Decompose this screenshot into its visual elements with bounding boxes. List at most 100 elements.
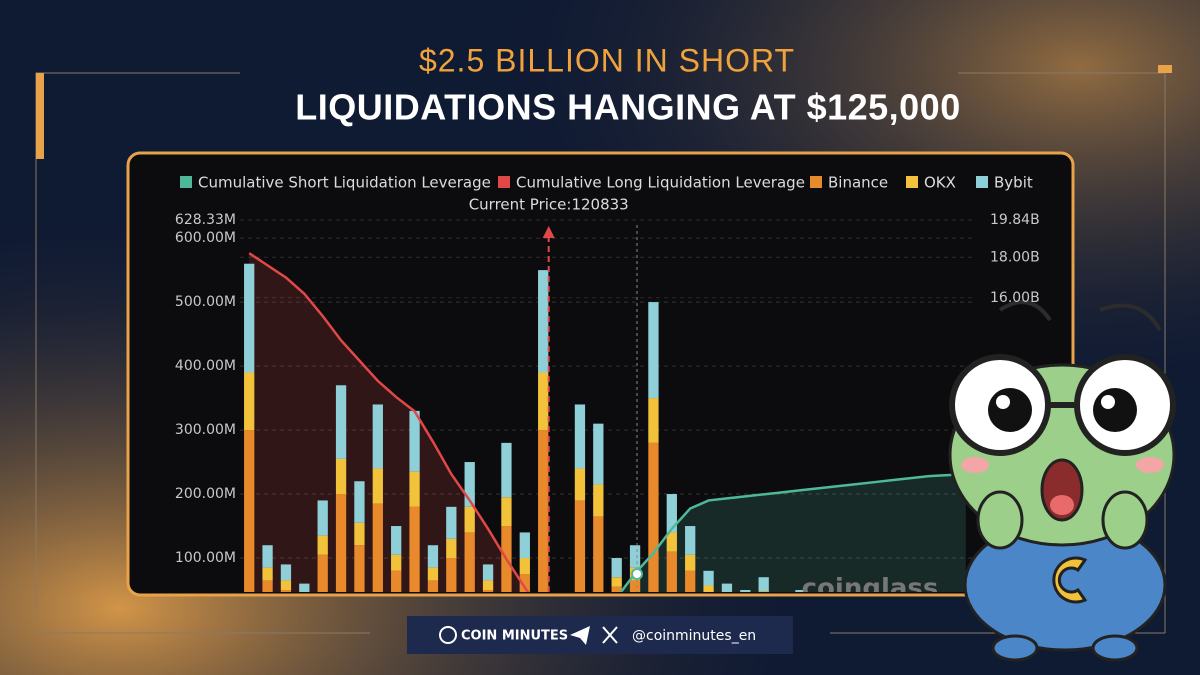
bar-segment [317,500,328,536]
bar-segment [391,554,402,571]
bar-segment [280,580,292,591]
footer-handle: @coinminutes_en [632,628,756,644]
bar-segment [354,522,365,546]
bar-segment [795,590,806,592]
y-tick-label: 200.00M [175,486,236,502]
bar-segment [409,506,420,592]
bar-segment [758,591,769,592]
bar-segment [574,500,586,592]
legend-label: Bybit [994,174,1033,192]
brand-logo [439,626,457,644]
bar-segment [354,545,365,592]
y-tick-label: 300.00M [175,422,236,438]
bar-segment [244,372,255,431]
legend-swatch [906,176,918,188]
watermark: coinglass [802,574,939,604]
bar-segment [446,538,457,559]
bar-segment [593,516,604,592]
bar-segment [464,532,475,592]
bar-segment [519,532,530,559]
bar-segment [482,590,494,592]
footer-brand: COIN MINUTES [461,629,568,644]
bar-segment [299,583,310,592]
bar-segment [703,585,714,592]
y-tick-label: 100.00M [175,550,236,566]
bar-segment [703,570,714,586]
bar-segment [372,404,383,469]
bar-segment [648,398,659,443]
legend-label: Cumulative Short Liquidation Leverage [198,174,491,192]
bar-segment [629,545,641,568]
legend-swatch [498,176,510,188]
telegram-icon[interactable] [570,626,590,645]
bar-segment [335,458,347,495]
bar-segment [574,468,586,501]
bar-segment [317,554,328,592]
bar-segment [446,506,457,539]
bar-segment [391,526,402,555]
bar-segment [666,532,677,552]
legend-swatch [180,176,192,188]
bar-segment [648,442,659,592]
bar-segment [740,590,751,592]
bar-segment [354,481,365,523]
bar-segment [335,385,347,459]
bar-segment [464,462,475,507]
plot: coinglass [240,219,975,604]
bar-segment [482,564,494,581]
bar-segment [685,526,696,555]
accent [36,73,44,159]
accent [1158,65,1172,73]
mascot [948,300,1176,662]
bar-segment [280,590,292,592]
bar-segment [758,577,769,592]
bar-segment [244,263,255,373]
bar-segment [611,558,622,578]
bar-segment [262,580,273,592]
bar-segment [538,430,549,592]
bar-segment [427,580,439,592]
bar-segment [593,484,604,517]
bar-segment [519,574,530,592]
y2-tick-label: 19.84B [990,212,1040,228]
title-line2: LIQUIDATIONS HANGING AT $125,000 [295,87,960,128]
bar-segment [685,554,696,571]
y-tick-label: 400.00M [175,358,236,374]
bar-segment [391,570,402,592]
line [579,472,966,592]
bar-segment [464,506,475,533]
bar-segment [262,545,273,568]
bar-segment [501,442,512,498]
y2-tick-label: 16.00B [990,290,1040,306]
y-tick-label: 600.00M [175,230,236,246]
bar-segment [648,302,659,399]
bar-segment [280,564,292,581]
bar-segment [335,494,347,592]
bar-segment [685,570,696,592]
legend-label: OKX [924,174,956,192]
bar-segment [519,558,530,575]
arrow [542,226,555,238]
legend-label: Binance [828,174,888,192]
legend-swatch [810,176,822,188]
bar-segment [574,404,586,469]
bar-segment [427,545,439,568]
y-tick-label: 500.00M [175,294,236,310]
legend-swatch [976,176,988,188]
bar-segment [317,535,328,555]
bar-segment [629,580,641,592]
title-line1: $2.5 BILLION IN SHORT [419,42,795,78]
x-icon[interactable] [602,626,618,644]
bar-segment [538,372,549,431]
bar-segment [409,410,420,472]
bar-segment [501,497,512,527]
bar-segment [593,423,604,485]
bar-segment [372,503,383,592]
y-tick-label: 628.33M [175,212,236,228]
bar-segment [666,494,677,533]
bar-segment [611,586,622,592]
bar-segment [244,430,255,592]
bar-segment [262,567,273,581]
bar-segment [538,270,549,373]
